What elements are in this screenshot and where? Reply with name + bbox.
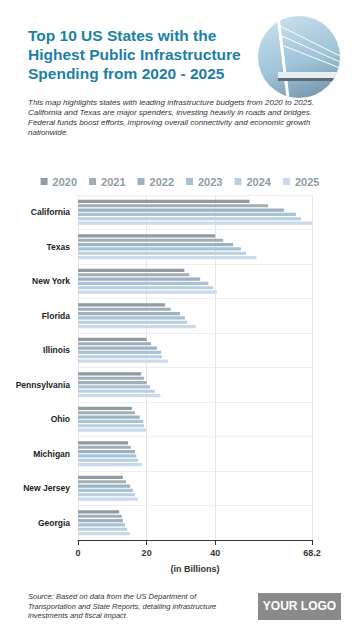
html-text:Source: Based on data from the: Source: Based on data from the US Depart… bbox=[28, 592, 217, 620]
svg-text:New Jersey: New Jersey bbox=[23, 483, 70, 493]
svg-text:2021: 2021 bbox=[101, 176, 125, 188]
svg-text:2020: 2020 bbox=[53, 176, 77, 188]
svg-text:2023: 2023 bbox=[198, 176, 222, 188]
svg-text:68.2: 68.2 bbox=[303, 548, 321, 558]
html-text:Top 10 US States with the High: Top 10 US States with the Highest Public… bbox=[28, 27, 241, 82]
svg-text:Pennsylvania: Pennsylvania bbox=[16, 380, 71, 390]
svg-text:California: California bbox=[31, 207, 70, 217]
svg-text:2024: 2024 bbox=[246, 176, 271, 188]
svg-text:0: 0 bbox=[75, 548, 80, 558]
svg-text:Florida: Florida bbox=[42, 311, 71, 321]
svg-text:40: 40 bbox=[210, 548, 220, 558]
svg-text:Georgia: Georgia bbox=[38, 518, 70, 528]
svg-text:Ohio: Ohio bbox=[51, 414, 70, 424]
svg-text:Texas: Texas bbox=[47, 242, 71, 252]
svg-text:New York: New York bbox=[32, 276, 70, 286]
svg-text:2022: 2022 bbox=[150, 176, 174, 188]
svg-text:Michigan: Michigan bbox=[33, 449, 70, 459]
svg-text:20: 20 bbox=[142, 548, 152, 558]
svg-text:Illinois: Illinois bbox=[43, 345, 70, 355]
html-text:This map highlights states wit: This map highlights states with leading … bbox=[28, 98, 314, 137]
html-text:YOUR LOGO: YOUR LOGO bbox=[262, 599, 337, 613]
svg-text:(in Billions): (in Billions) bbox=[171, 564, 220, 574]
svg-text:2025: 2025 bbox=[295, 176, 319, 188]
